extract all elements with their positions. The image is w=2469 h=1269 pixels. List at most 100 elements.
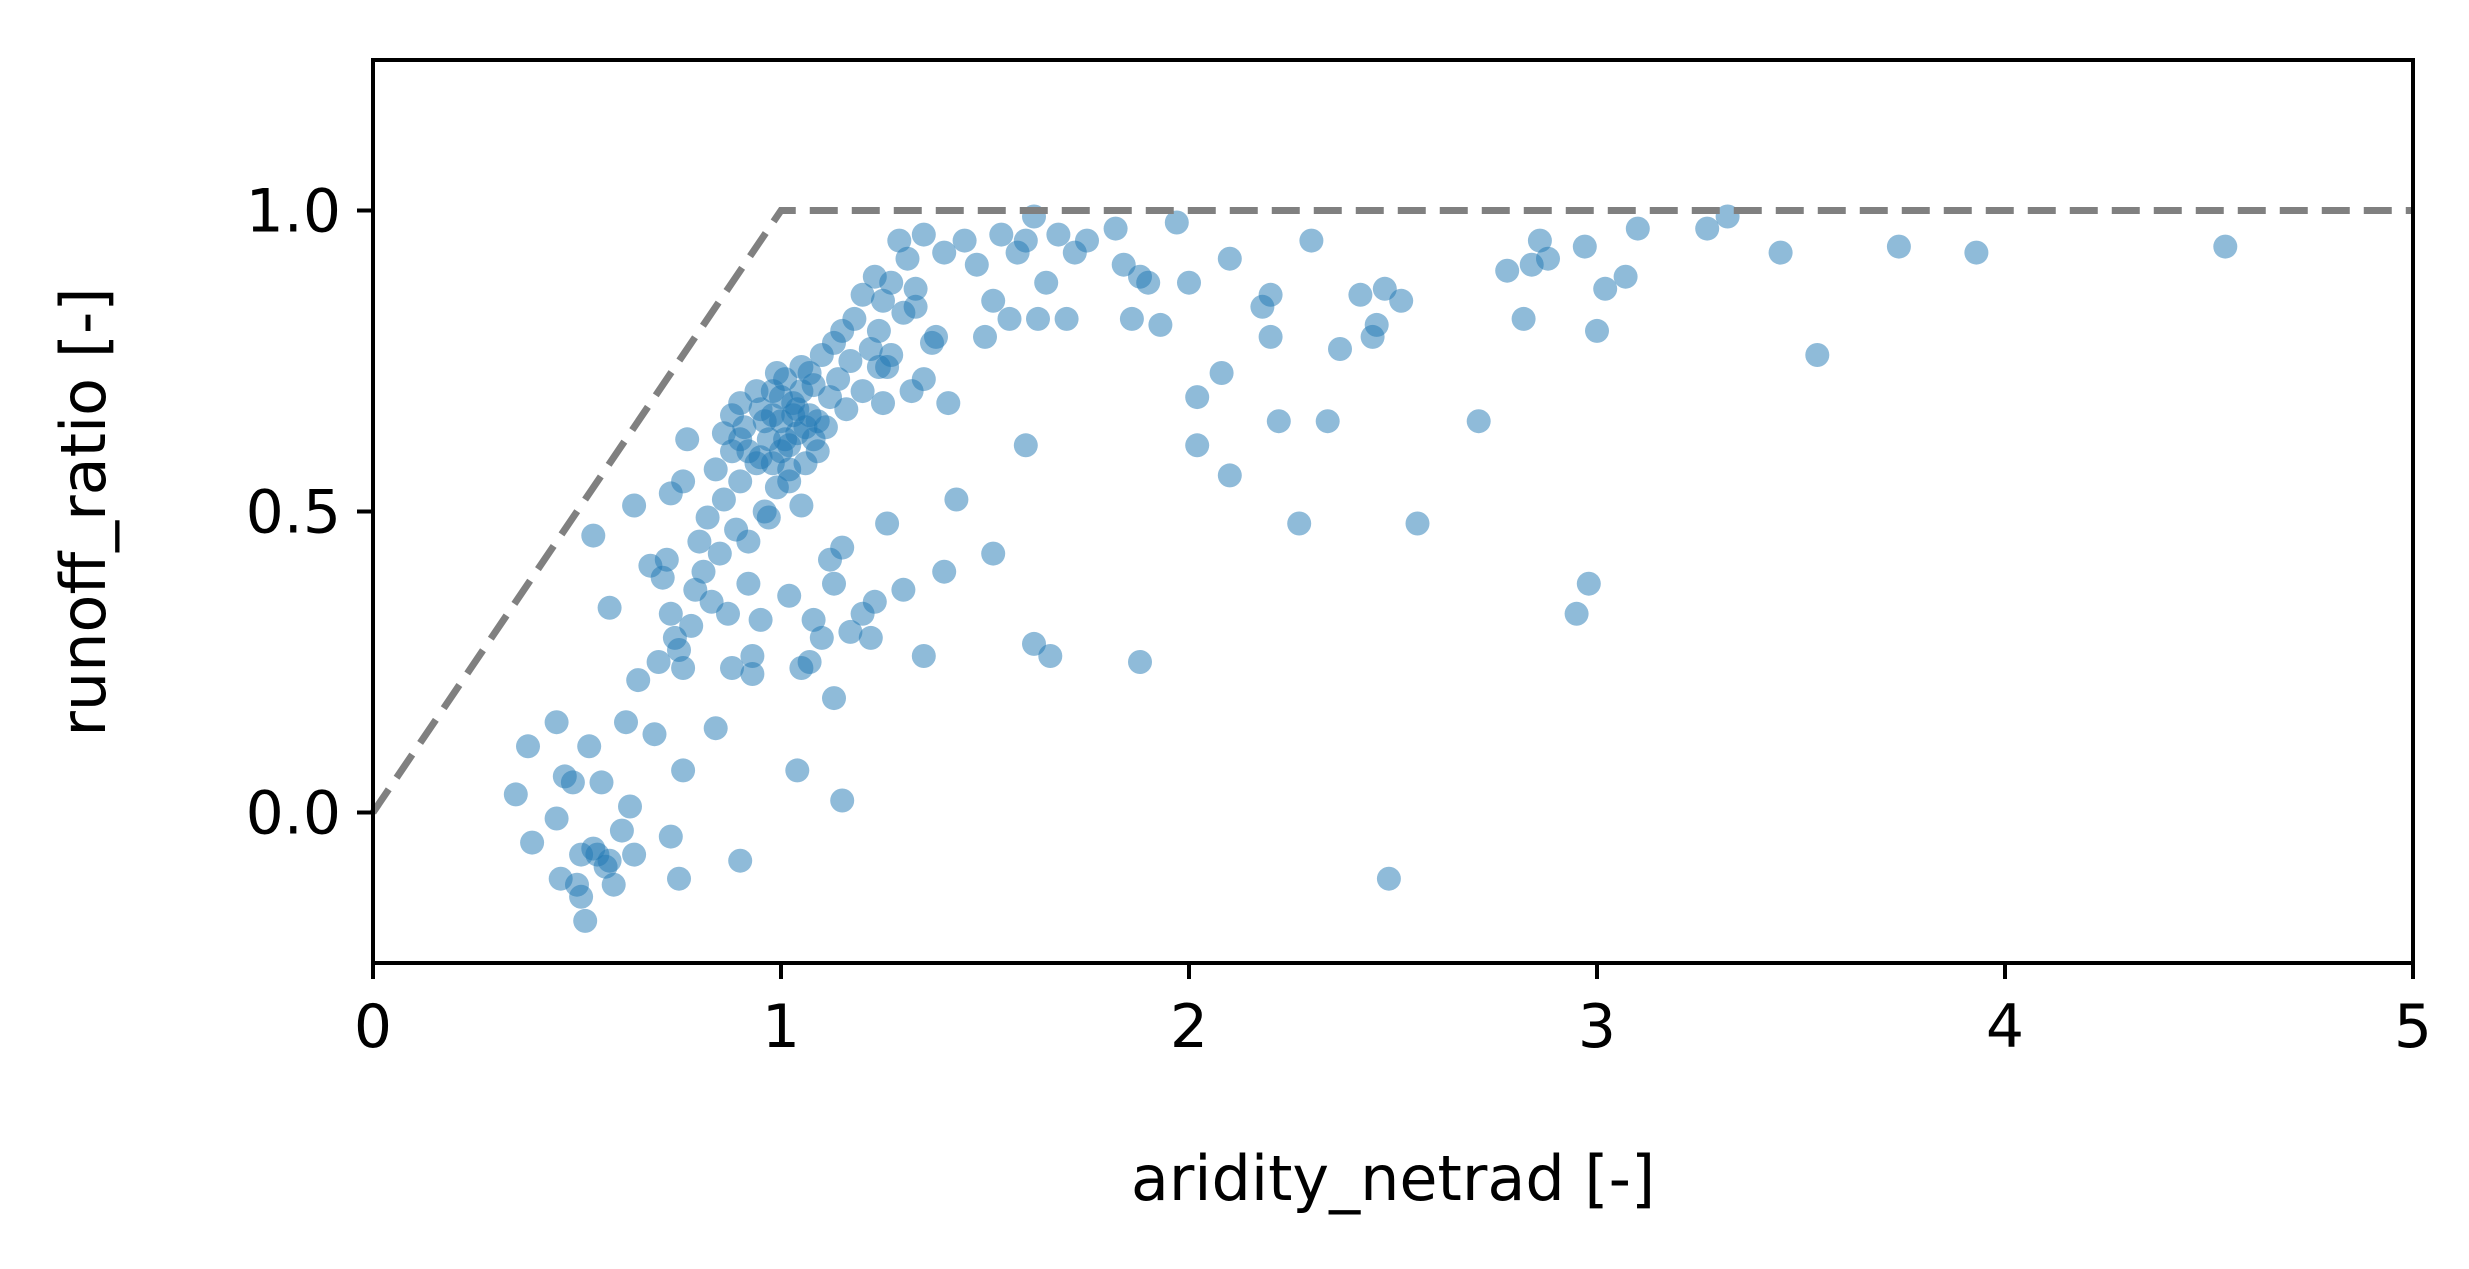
data-point [789, 493, 814, 518]
data-point [569, 884, 594, 909]
data-point [1128, 650, 1152, 674]
data-point [609, 818, 634, 843]
y-tick-label: 0.5 [246, 478, 341, 548]
data-point [920, 330, 944, 355]
data-point [720, 656, 744, 680]
data-point [911, 222, 936, 247]
data-point [1372, 276, 1397, 301]
data-point [687, 529, 712, 554]
x-tick-label: 3 [1578, 992, 1616, 1062]
data-point [1013, 433, 1038, 458]
data-point [997, 306, 1022, 331]
data-point [1536, 246, 1560, 271]
data-point [748, 607, 773, 632]
data-point [1119, 306, 1144, 331]
data-point [642, 722, 667, 747]
data-point [911, 644, 936, 668]
data-point [671, 758, 696, 783]
data-point [1299, 228, 1324, 253]
data-point [1886, 234, 1911, 259]
data-point [785, 758, 810, 783]
data-point [932, 240, 957, 265]
data-point [785, 397, 810, 422]
data-point [1585, 318, 1609, 343]
data-point [626, 668, 651, 693]
y-tick-label: 1.0 [246, 177, 341, 247]
data-point [834, 397, 859, 422]
data-point [703, 457, 728, 482]
data-point [711, 487, 736, 512]
y-axis-label: runoff_ratio [-] [47, 287, 120, 736]
data-point [1564, 601, 1589, 626]
data-point [1348, 282, 1373, 307]
data-point [1013, 228, 1038, 253]
data-point [850, 282, 875, 307]
data-point [830, 788, 855, 813]
data-point [826, 367, 851, 392]
data-point [618, 794, 642, 819]
data-point [1209, 361, 1234, 385]
data-point [1217, 463, 1242, 488]
data-point [1805, 343, 1830, 367]
data-point [728, 848, 753, 873]
data-point [801, 427, 826, 452]
data-point [581, 523, 606, 548]
data-point [711, 421, 736, 446]
data-point [875, 511, 900, 536]
data-point [736, 439, 761, 464]
data-point [658, 601, 683, 626]
data-point [577, 734, 602, 759]
data-point [1287, 511, 1312, 536]
data-point [1266, 409, 1291, 434]
data-point [1495, 258, 1520, 283]
data-point [544, 710, 569, 735]
data-point [667, 866, 691, 891]
data-point [736, 529, 761, 554]
data-point [667, 638, 691, 662]
data-point [1572, 234, 1597, 259]
data-point [654, 547, 679, 572]
data-point [1376, 866, 1401, 891]
data-point [822, 571, 846, 596]
data-point [797, 361, 822, 385]
data-point [1103, 216, 1128, 241]
data-point [903, 276, 928, 301]
data-point [1185, 385, 1210, 410]
x-axis-label: aridity_netrad [-] [1131, 1142, 1655, 1215]
data-point [597, 848, 622, 873]
data-point [895, 246, 920, 271]
data-point [1217, 246, 1242, 271]
data-point [671, 469, 696, 494]
data-point [932, 559, 957, 584]
x-tick-label: 1 [762, 992, 800, 1062]
data-point [773, 427, 798, 452]
data-point [675, 427, 700, 452]
data-point [891, 577, 916, 602]
data-point [842, 306, 867, 331]
points-layer [503, 204, 2238, 933]
data-point [981, 288, 1006, 313]
data-point [699, 589, 724, 614]
data-point [707, 541, 732, 566]
data-point [944, 487, 969, 512]
data-point [1046, 222, 1071, 247]
data-point [1964, 240, 1989, 265]
data-point [866, 318, 891, 343]
data-point [805, 409, 830, 434]
data-point [703, 716, 728, 741]
data-point [691, 559, 716, 584]
data-point [716, 601, 740, 626]
data-point [1026, 306, 1050, 331]
data-point [650, 565, 675, 590]
data-point [1034, 270, 1059, 295]
data-point [752, 409, 777, 434]
data-point [1164, 210, 1189, 235]
data-point [981, 541, 1006, 566]
data-point [789, 379, 814, 404]
data-point [989, 222, 1014, 247]
y-axis-ticks: 0.0 0.5 1.0 [246, 177, 373, 849]
data-point [728, 469, 753, 494]
data-point [777, 469, 802, 494]
data-point [728, 391, 753, 416]
